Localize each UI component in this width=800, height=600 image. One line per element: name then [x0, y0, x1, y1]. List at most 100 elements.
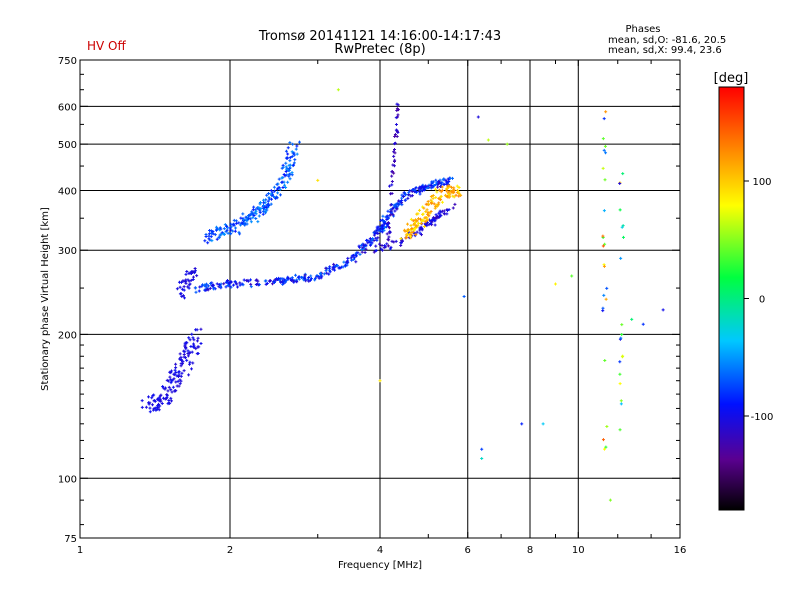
data-point	[229, 228, 233, 232]
data-point	[211, 230, 215, 234]
data-point	[210, 281, 214, 285]
data-point	[256, 279, 260, 283]
data-point	[412, 228, 416, 232]
data-point	[286, 152, 290, 156]
y-tick-label: 200	[58, 330, 77, 341]
data-point	[387, 235, 391, 239]
data-point	[601, 137, 605, 141]
data-point	[601, 438, 605, 442]
data-point	[235, 282, 239, 286]
data-point	[251, 208, 255, 212]
data-point	[372, 239, 376, 243]
data-point	[364, 247, 368, 251]
data-point	[313, 276, 317, 280]
data-point	[395, 102, 399, 106]
data-point	[381, 219, 385, 223]
data-point	[570, 274, 574, 278]
data-point	[237, 221, 241, 225]
data-point	[237, 230, 241, 234]
data-point	[390, 239, 394, 243]
data-point	[211, 283, 215, 287]
data-point	[386, 209, 390, 213]
data-point	[367, 240, 371, 244]
data-point	[280, 180, 284, 184]
data-point	[249, 282, 253, 286]
data-point	[188, 338, 192, 342]
data-point	[341, 265, 345, 269]
data-point	[428, 211, 432, 215]
data-point	[286, 276, 290, 280]
data-point	[336, 264, 340, 268]
data-point	[604, 297, 608, 301]
data-point	[397, 199, 401, 203]
data-point	[258, 209, 262, 213]
data-point	[288, 177, 292, 181]
data-point	[388, 229, 392, 233]
data-point	[284, 279, 288, 283]
data-point	[215, 282, 219, 286]
data-point	[144, 405, 148, 409]
data-point	[424, 210, 428, 214]
x-axis: 1 2 4 6 8 10 16	[77, 60, 686, 556]
data-point	[209, 229, 213, 233]
data-point	[417, 208, 421, 212]
data-point	[282, 277, 286, 281]
data-point	[204, 235, 208, 239]
data-point	[618, 360, 622, 364]
data-point	[602, 148, 606, 152]
data-point	[430, 201, 434, 205]
data-point	[400, 193, 404, 197]
data-point	[246, 278, 250, 282]
data-point	[385, 242, 389, 246]
data-point	[619, 336, 623, 340]
data-point	[252, 205, 256, 209]
data-point	[400, 196, 404, 200]
data-point	[179, 374, 183, 378]
data-point	[457, 190, 461, 194]
data-point	[443, 193, 447, 197]
data-point	[288, 163, 292, 167]
data-point	[378, 242, 382, 246]
data-point	[382, 246, 386, 250]
data-point	[152, 393, 156, 397]
data-point	[300, 275, 304, 279]
y-tick-label: 750	[58, 56, 77, 67]
data-point	[337, 266, 341, 270]
data-point	[377, 228, 381, 232]
data-point	[256, 220, 260, 224]
data-point	[181, 279, 185, 283]
data-point	[238, 283, 242, 287]
phase-stats-heading: Phases	[625, 24, 660, 35]
data-point	[177, 370, 181, 374]
data-point	[205, 282, 209, 286]
data-point	[603, 447, 607, 451]
data-point	[602, 209, 606, 213]
data-point	[446, 184, 450, 188]
data-point	[185, 269, 189, 273]
data-point	[393, 133, 397, 137]
data-point	[604, 110, 608, 114]
data-point	[319, 276, 323, 280]
data-point	[375, 238, 379, 242]
data-point	[380, 244, 384, 248]
data-point	[224, 280, 228, 284]
data-point	[148, 406, 152, 410]
data-point	[251, 212, 255, 216]
data-point	[448, 194, 452, 198]
data-point	[440, 188, 444, 192]
data-point	[393, 205, 397, 209]
data-point	[406, 196, 410, 200]
data-point	[186, 349, 190, 353]
data-point	[272, 194, 276, 198]
data-point	[239, 223, 243, 227]
data-point	[407, 190, 411, 194]
data-point	[180, 287, 184, 291]
data-point	[372, 250, 376, 254]
data-point	[169, 388, 173, 392]
data-point	[433, 223, 437, 227]
data-point	[436, 185, 440, 189]
data-point	[390, 174, 394, 178]
data-point	[284, 161, 288, 165]
data-point	[275, 196, 279, 200]
data-point	[383, 225, 387, 229]
